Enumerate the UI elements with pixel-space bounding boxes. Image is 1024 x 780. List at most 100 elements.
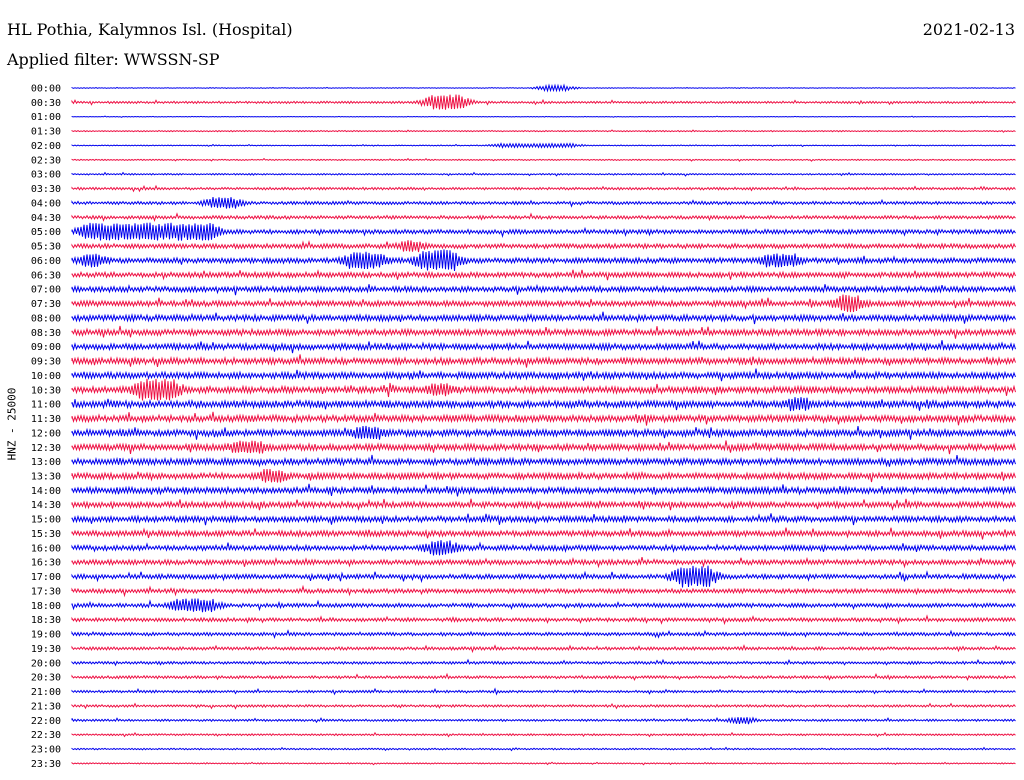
seismic-trace-row bbox=[71, 354, 1016, 368]
row-time-label: 12:00 bbox=[31, 428, 61, 439]
seismic-trace-row bbox=[71, 249, 1016, 272]
row-time-label: 02:00 bbox=[31, 141, 61, 152]
row-time-label: 11:30 bbox=[31, 414, 61, 425]
row-time-label: 03:30 bbox=[31, 184, 61, 195]
row-time-label: 12:30 bbox=[31, 443, 61, 454]
seismic-trace-row bbox=[71, 368, 1016, 382]
station-title: HL Pothia, Kalymnos Isl. (Hospital) bbox=[7, 20, 293, 39]
seismic-trace-row bbox=[71, 702, 1016, 710]
row-time-label: 23:30 bbox=[31, 759, 61, 770]
seismic-trace-row bbox=[71, 212, 1016, 222]
seismic-trace-row bbox=[71, 222, 1016, 241]
seismic-trace-row bbox=[71, 142, 1016, 149]
row-time-label: 09:00 bbox=[31, 342, 61, 353]
row-time-label: 19:30 bbox=[31, 644, 61, 655]
seismic-trace-row bbox=[71, 325, 1016, 339]
row-time-label: 17:00 bbox=[31, 572, 61, 583]
seismic-trace-row bbox=[71, 83, 1016, 93]
row-time-label: 23:00 bbox=[31, 745, 61, 756]
seismic-trace-row bbox=[71, 425, 1016, 440]
row-time-label: 15:00 bbox=[31, 515, 61, 526]
seismic-trace-row bbox=[71, 184, 1016, 193]
seismic-trace-row bbox=[71, 94, 1016, 110]
row-time-label: 05:00 bbox=[31, 227, 61, 238]
row-time-label: 11:00 bbox=[31, 400, 61, 411]
seismic-trace-row bbox=[71, 378, 1016, 401]
seismic-trace-row bbox=[71, 468, 1016, 483]
row-time-label: 20:30 bbox=[31, 673, 61, 684]
row-time-label: 04:30 bbox=[31, 213, 61, 224]
seismic-trace-row bbox=[71, 483, 1016, 497]
row-time-label: 01:00 bbox=[31, 112, 61, 123]
row-time-label: 18:30 bbox=[31, 615, 61, 626]
seismic-trace-row bbox=[71, 283, 1016, 296]
seismic-trace-row bbox=[71, 716, 1016, 725]
row-time-label: 16:00 bbox=[31, 543, 61, 554]
seismic-trace-row bbox=[71, 644, 1016, 654]
plot-date: 2021-02-13 bbox=[922, 20, 1015, 39]
seismic-trace-row bbox=[71, 311, 1016, 325]
row-time-label: 06:30 bbox=[31, 270, 61, 281]
row-time-label: 21:00 bbox=[31, 687, 61, 698]
row-time-label: 08:00 bbox=[31, 313, 61, 324]
row-time-label: 10:30 bbox=[31, 385, 61, 396]
row-time-label: 05:30 bbox=[31, 242, 61, 253]
seismic-trace-row bbox=[71, 672, 1016, 682]
row-time-label: 22:30 bbox=[31, 730, 61, 741]
seismic-trace-row bbox=[71, 440, 1016, 455]
row-time-label: 00:00 bbox=[31, 84, 61, 95]
seismic-trace-row bbox=[71, 197, 1016, 209]
seismic-trace-row bbox=[71, 658, 1016, 667]
row-time-label: 22:00 bbox=[31, 716, 61, 727]
seismic-trace-row bbox=[71, 556, 1016, 569]
row-time-label: 03:00 bbox=[31, 170, 61, 181]
seismic-trace-row bbox=[71, 513, 1016, 526]
seismic-trace-row bbox=[71, 540, 1016, 556]
seismic-trace-row bbox=[71, 731, 1016, 738]
seismic-trace-row bbox=[71, 527, 1016, 540]
filter-label: Applied filter: WWSSN-SP bbox=[7, 50, 220, 69]
seismic-trace-row bbox=[71, 565, 1016, 588]
row-time-label: 02:30 bbox=[31, 155, 61, 166]
row-time-label: 15:30 bbox=[31, 529, 61, 540]
seismic-trace-row bbox=[71, 584, 1016, 598]
row-time-label: 10:00 bbox=[31, 371, 61, 382]
seismic-trace-row bbox=[71, 761, 1016, 766]
row-time-label: 13:30 bbox=[31, 471, 61, 482]
seismic-trace-row bbox=[71, 687, 1016, 696]
seismic-trace-row bbox=[71, 498, 1016, 511]
seismic-trace-row bbox=[71, 397, 1016, 412]
seismic-trace-row bbox=[71, 411, 1016, 426]
row-time-label: 18:00 bbox=[31, 601, 61, 612]
seismic-trace-row bbox=[71, 614, 1016, 626]
row-time-label: 04:00 bbox=[31, 198, 61, 209]
seismic-trace-row bbox=[71, 240, 1016, 253]
row-time-label: 14:30 bbox=[31, 500, 61, 511]
seismic-trace-row bbox=[71, 746, 1016, 752]
seismic-trace-row bbox=[71, 629, 1016, 640]
row-time-label: 01:30 bbox=[31, 127, 61, 138]
row-time-label: 17:30 bbox=[31, 586, 61, 597]
row-time-label: 00:30 bbox=[31, 98, 61, 109]
row-time-label: 06:00 bbox=[31, 256, 61, 267]
seismic-trace-row bbox=[71, 340, 1016, 354]
row-time-label: 16:30 bbox=[31, 558, 61, 569]
seismic-trace-row bbox=[71, 157, 1016, 162]
row-time-label: 07:00 bbox=[31, 285, 61, 296]
row-time-label: 20:00 bbox=[31, 658, 61, 669]
seismic-trace-row bbox=[71, 171, 1016, 177]
row-time-label: 14:00 bbox=[31, 486, 61, 497]
seismic-trace-row bbox=[71, 294, 1016, 313]
row-time-label: 19:00 bbox=[31, 630, 61, 641]
row-time-label: 21:30 bbox=[31, 701, 61, 712]
seismic-trace-row bbox=[71, 454, 1016, 468]
row-time-label: 08:30 bbox=[31, 328, 61, 339]
seismic-trace-row bbox=[71, 269, 1016, 281]
seismic-trace-row bbox=[71, 598, 1016, 613]
seismic-trace-row bbox=[71, 129, 1016, 133]
seismic-trace-row bbox=[71, 115, 1016, 118]
row-time-label: 09:30 bbox=[31, 357, 61, 368]
row-time-label: 13:00 bbox=[31, 457, 61, 468]
